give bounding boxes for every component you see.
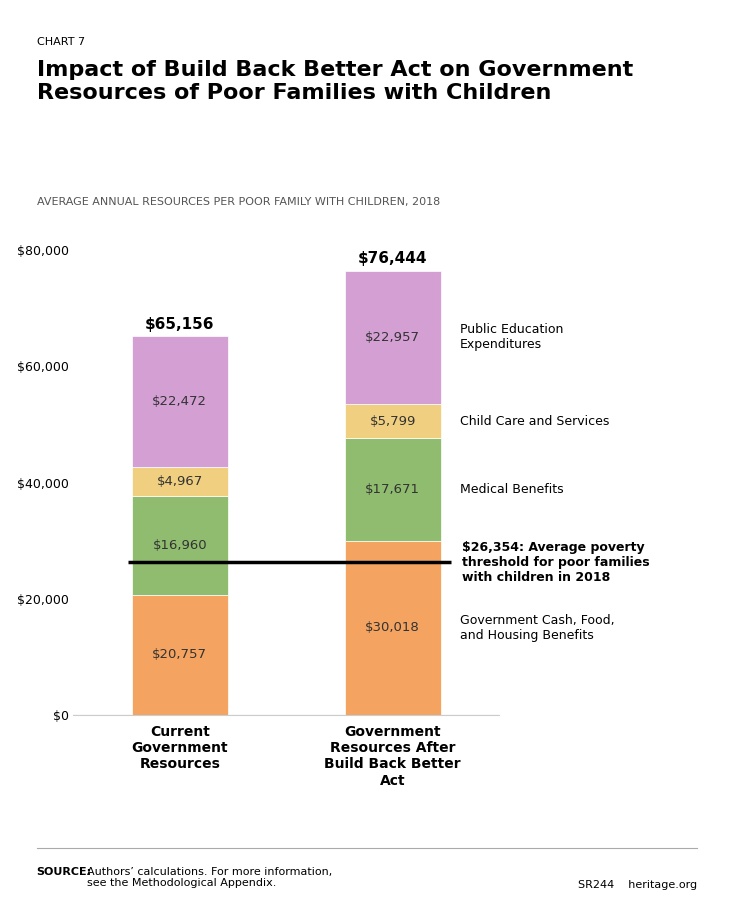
Text: Child Care and Services: Child Care and Services xyxy=(459,414,609,427)
Text: $4,967: $4,967 xyxy=(156,475,203,488)
Bar xyxy=(132,496,228,594)
Text: Public Education
Expenditures: Public Education Expenditures xyxy=(459,324,563,351)
Text: SOURCE:: SOURCE: xyxy=(37,867,92,877)
Text: $26,354: Average poverty
threshold for poor families
with children in 2018: $26,354: Average poverty threshold for p… xyxy=(462,540,650,583)
Text: Impact of Build Back Better Act on Government
Resources of Poor Families with Ch: Impact of Build Back Better Act on Gover… xyxy=(37,60,633,103)
Text: SR244    heritage.org: SR244 heritage.org xyxy=(578,880,697,890)
Bar xyxy=(345,541,440,715)
Text: Authors’ calculations. For more information,
see the Methodological Appendix.: Authors’ calculations. For more informat… xyxy=(87,867,332,889)
Text: $17,671: $17,671 xyxy=(366,483,420,496)
Text: $22,472: $22,472 xyxy=(153,395,207,408)
Text: $30,018: $30,018 xyxy=(366,622,420,635)
Text: CHART 7: CHART 7 xyxy=(37,37,85,47)
Bar xyxy=(132,594,228,715)
Text: $76,444: $76,444 xyxy=(358,251,427,266)
Text: $16,960: $16,960 xyxy=(153,539,207,552)
Bar xyxy=(345,271,440,404)
Text: Medical Benefits: Medical Benefits xyxy=(459,483,564,496)
Bar xyxy=(345,438,440,541)
Bar xyxy=(132,467,228,496)
Text: $22,957: $22,957 xyxy=(366,331,420,344)
Text: AVERAGE ANNUAL RESOURCES PER POOR FAMILY WITH CHILDREN, 2018: AVERAGE ANNUAL RESOURCES PER POOR FAMILY… xyxy=(37,197,440,207)
Bar xyxy=(132,337,228,467)
Text: $5,799: $5,799 xyxy=(369,414,416,427)
Text: Government Cash, Food,
and Housing Benefits: Government Cash, Food, and Housing Benef… xyxy=(459,614,614,642)
Text: $20,757: $20,757 xyxy=(153,648,207,661)
Bar xyxy=(345,404,440,438)
Text: $65,156: $65,156 xyxy=(145,316,214,332)
